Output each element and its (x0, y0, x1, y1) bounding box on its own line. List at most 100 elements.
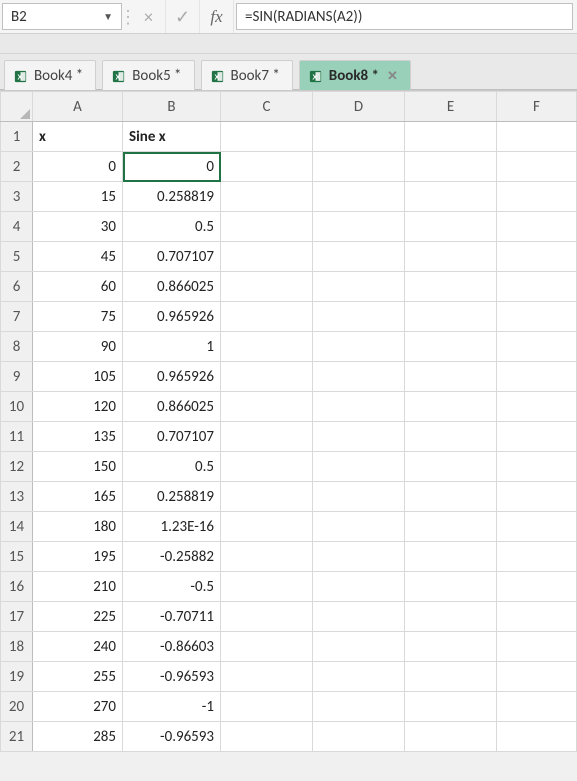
cell[interactable] (405, 542, 497, 572)
cell[interactable] (221, 512, 313, 542)
row-header[interactable]: 9 (1, 362, 33, 392)
cell[interactable]: 15 (33, 182, 123, 212)
cell[interactable] (405, 122, 497, 152)
cell[interactable] (221, 242, 313, 272)
cell[interactable]: 270 (33, 692, 123, 722)
cell[interactable] (405, 422, 497, 452)
row-header[interactable]: 1 (1, 122, 33, 152)
cell[interactable] (497, 542, 577, 572)
cell[interactable] (313, 212, 405, 242)
cell[interactable]: 135 (33, 422, 123, 452)
cell[interactable] (405, 212, 497, 242)
row-header[interactable]: 18 (1, 632, 33, 662)
cell[interactable] (405, 362, 497, 392)
cell[interactable]: 225 (33, 602, 123, 632)
row-header[interactable]: 17 (1, 602, 33, 632)
row-header[interactable]: 10 (1, 392, 33, 422)
cell[interactable]: -0.86603 (123, 632, 221, 662)
cell[interactable]: 75 (33, 302, 123, 332)
cell[interactable] (221, 452, 313, 482)
cell[interactable] (497, 692, 577, 722)
cell[interactable]: 60 (33, 272, 123, 302)
cell[interactable] (497, 122, 577, 152)
cell[interactable]: x (33, 122, 123, 152)
cell[interactable] (405, 632, 497, 662)
cell[interactable]: Sine x (123, 122, 221, 152)
cell[interactable] (405, 152, 497, 182)
cell[interactable]: 105 (33, 362, 123, 392)
cell[interactable] (405, 392, 497, 422)
enter-button[interactable]: ✓ (166, 0, 200, 33)
cell[interactable]: 30 (33, 212, 123, 242)
formula-input[interactable]: =SIN(RADIANS(A2)) (236, 3, 573, 30)
row-header[interactable]: 2 (1, 152, 33, 182)
insert-function-button[interactable]: fx (200, 0, 234, 33)
column-header[interactable]: B (123, 92, 221, 122)
cell[interactable] (221, 362, 313, 392)
cell[interactable]: -1 (123, 692, 221, 722)
cell[interactable] (405, 272, 497, 302)
cell[interactable] (221, 722, 313, 752)
cell[interactable] (221, 602, 313, 632)
cell[interactable] (313, 632, 405, 662)
cell[interactable] (497, 182, 577, 212)
cell[interactable] (313, 302, 405, 332)
cell[interactable]: 0.866025 (123, 272, 221, 302)
cell[interactable]: 0.866025 (123, 392, 221, 422)
cell[interactable] (313, 122, 405, 152)
cell[interactable] (405, 332, 497, 362)
cell[interactable] (313, 272, 405, 302)
cell[interactable] (313, 362, 405, 392)
cell[interactable] (313, 452, 405, 482)
row-header[interactable]: 7 (1, 302, 33, 332)
cell[interactable]: 0.965926 (123, 362, 221, 392)
column-header[interactable]: E (405, 92, 497, 122)
cell[interactable] (221, 482, 313, 512)
cell[interactable] (221, 692, 313, 722)
row-header[interactable]: 16 (1, 572, 33, 602)
cell[interactable] (405, 482, 497, 512)
cell[interactable] (405, 572, 497, 602)
cell[interactable]: 210 (33, 572, 123, 602)
workbook-tab[interactable]: XBook5 * (102, 60, 194, 90)
workbook-tab[interactable]: XBook4 * (4, 60, 96, 90)
cell[interactable] (313, 572, 405, 602)
cell[interactable] (221, 182, 313, 212)
row-header[interactable]: 19 (1, 662, 33, 692)
close-icon[interactable]: ✕ (387, 69, 398, 84)
cell[interactable]: 195 (33, 542, 123, 572)
row-header[interactable]: 8 (1, 332, 33, 362)
cell[interactable]: 1.23E-16 (123, 512, 221, 542)
cell[interactable] (313, 242, 405, 272)
cell[interactable] (497, 242, 577, 272)
cell[interactable] (313, 392, 405, 422)
cell[interactable]: 0.258819 (123, 182, 221, 212)
cell[interactable] (405, 512, 497, 542)
workbook-tab[interactable]: XBook7 * (201, 60, 293, 90)
row-header[interactable]: 5 (1, 242, 33, 272)
cell[interactable] (497, 332, 577, 362)
cell[interactable] (497, 392, 577, 422)
cell[interactable] (313, 152, 405, 182)
cell[interactable] (221, 422, 313, 452)
column-header[interactable]: C (221, 92, 313, 122)
cell[interactable]: -0.96593 (123, 662, 221, 692)
cell[interactable]: 0.5 (123, 452, 221, 482)
cell[interactable]: -0.96593 (123, 722, 221, 752)
cell[interactable] (497, 302, 577, 332)
cell[interactable] (221, 122, 313, 152)
cell[interactable]: 285 (33, 722, 123, 752)
cell[interactable] (313, 512, 405, 542)
cell[interactable] (497, 422, 577, 452)
cell[interactable]: 180 (33, 512, 123, 542)
cell[interactable] (313, 422, 405, 452)
cell[interactable] (221, 632, 313, 662)
cell[interactable] (405, 602, 497, 632)
cell[interactable]: 0 (123, 152, 221, 182)
cell[interactable]: 0.965926 (123, 302, 221, 332)
cell[interactable] (221, 662, 313, 692)
cell[interactable]: 255 (33, 662, 123, 692)
cell[interactable] (497, 272, 577, 302)
cell[interactable] (405, 662, 497, 692)
cell[interactable] (313, 722, 405, 752)
